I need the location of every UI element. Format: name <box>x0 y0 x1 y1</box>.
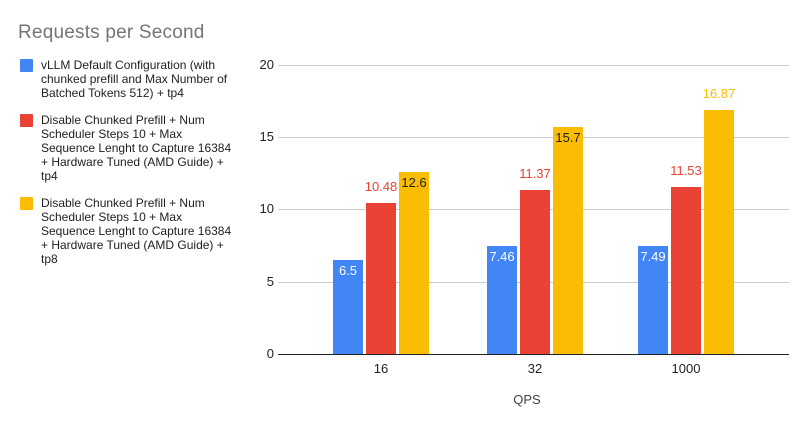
plot-area: 6.5 10.48 12.6 7.46 11.37 15.7 7.49 11.53 16.87 <box>278 65 789 355</box>
legend-swatch-icon <box>20 197 33 210</box>
legend-label: Disable Chunked Prefill + Num Scheduler … <box>41 113 232 183</box>
gridline-y15 <box>278 137 789 138</box>
bar-value-label: 7.46 <box>489 249 515 264</box>
bar-value-label: 6.5 <box>338 263 358 278</box>
x-axis-title: QPS <box>513 392 541 407</box>
legend-label: vLLM Default Configuration (with chunked… <box>41 58 228 100</box>
y-tick-label: 10 <box>259 201 274 216</box>
legend-swatch-icon <box>20 59 33 72</box>
y-tick-label: 20 <box>259 57 274 72</box>
bar-value-label: 15.7 <box>555 130 581 145</box>
bar-series1-cat-32 <box>487 246 517 354</box>
chart-title: Requests per Second <box>18 22 205 43</box>
bar-value-label: 7.49 <box>640 249 666 264</box>
bar-series3-cat-32 <box>553 127 583 354</box>
bar-series2-cat-1000 <box>671 187 701 354</box>
legend-swatch-icon <box>20 114 33 127</box>
chart-legend: vLLM Default Configuration (with chunked… <box>20 58 238 279</box>
bar-series2-cat-16 <box>366 203 396 354</box>
bar-value-label: 10.48 <box>364 179 398 194</box>
bar-value-label: 11.53 <box>670 163 702 178</box>
bar-series1-cat-1000 <box>638 246 668 354</box>
legend-item-1: vLLM Default Configuration (with chunked… <box>20 58 238 100</box>
x-tick-label-16: 16 <box>373 361 389 376</box>
bar-series3-cat-1000 <box>704 110 734 354</box>
bar-series1-cat-16 <box>333 260 363 354</box>
y-tick-label: 0 <box>266 346 274 361</box>
legend-item-2: Disable Chunked Prefill + Num Scheduler … <box>20 113 238 183</box>
bar-series3-cat-16 <box>399 172 429 354</box>
y-tick-label: 15 <box>259 129 274 144</box>
bar-value-label: 11.37 <box>519 166 551 181</box>
bar-value-label: 16.87 <box>702 86 736 101</box>
x-tick-label-32: 32 <box>527 361 543 376</box>
bar-series2-cat-32 <box>520 190 550 354</box>
bar-value-label: 12.6 <box>401 175 427 190</box>
y-tick-label: 5 <box>266 274 274 289</box>
legend-label: Disable Chunked Prefill + Num Scheduler … <box>41 196 232 266</box>
legend-item-3: Disable Chunked Prefill + Num Scheduler … <box>20 196 238 266</box>
x-tick-label-1000: 1000 <box>671 361 701 376</box>
gridline-y20 <box>278 65 789 66</box>
